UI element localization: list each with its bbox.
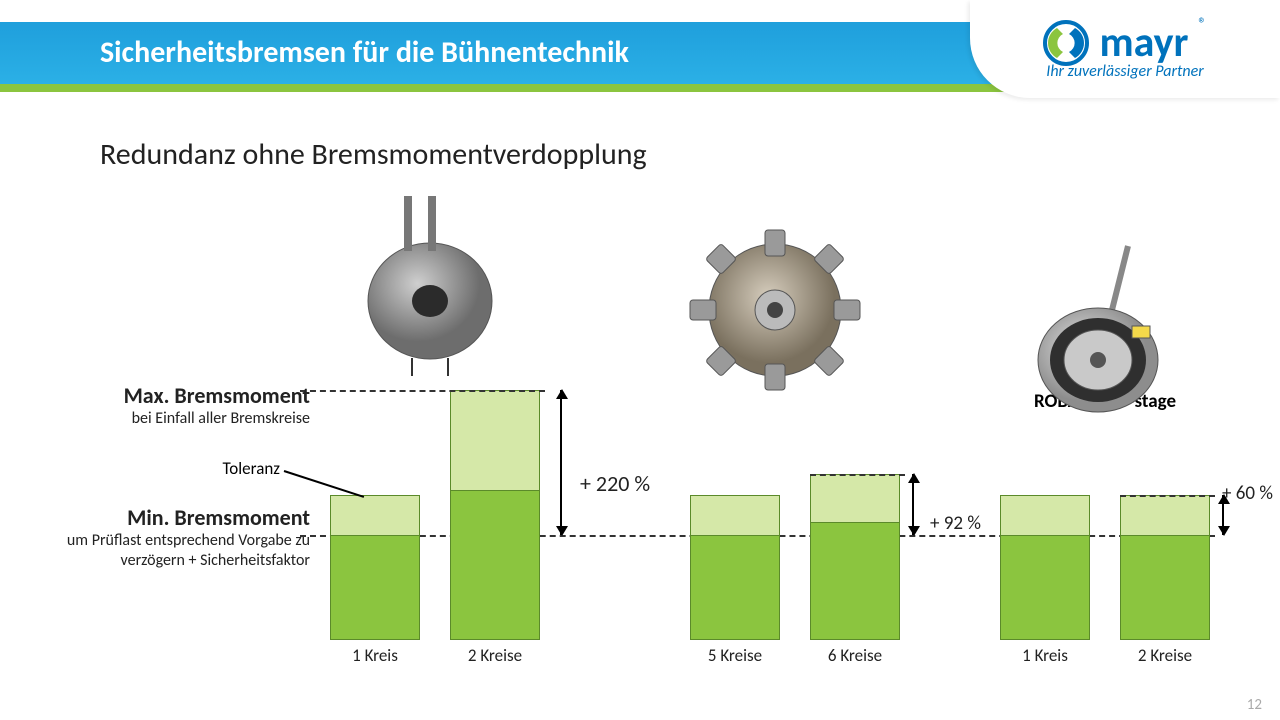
bar-label: 6 Kreise	[810, 645, 900, 666]
max-moment-title: Max. Bremsmoment	[30, 382, 310, 409]
bar-label: 5 Kreise	[690, 645, 780, 666]
logo-container: mayr ® Ihr zuverlässiger Partner	[970, 0, 1280, 98]
bar	[810, 474, 900, 640]
slide-subtitle: Redundanz ohne Bremsmomentverdopplung	[100, 136, 647, 173]
product-image-3	[1020, 240, 1180, 435]
percent-label: + 92 %	[930, 512, 981, 535]
bar-label: 1 Kreis	[1000, 645, 1090, 666]
percent-label: + 220 %	[580, 470, 650, 497]
range-arrow	[912, 474, 914, 535]
range-arrow	[560, 390, 562, 535]
logo-brand: mayr	[1099, 17, 1188, 68]
logo-tagline: Ihr zuverlässiger Partner	[1046, 62, 1203, 81]
max-line	[810, 474, 905, 476]
bar-label: 2 Kreise	[1120, 645, 1210, 666]
product-image-2	[680, 220, 870, 405]
page-number: 12	[1247, 696, 1262, 714]
min-moment-title: Min. Bremsmoment	[30, 504, 310, 531]
bar	[450, 390, 540, 640]
min-moment-label: Min. Bremsmoment um Prüflast entsprechen…	[30, 504, 310, 571]
max-line	[300, 390, 545, 392]
max-moment-sub: bei Einfall aller Bremskreise	[30, 409, 310, 429]
percent-label: + 60 %	[1222, 482, 1273, 505]
max-line	[1120, 495, 1215, 497]
min-moment-sub: um Prüflast entsprechend Vorgabe zu verz…	[30, 531, 310, 571]
bar	[330, 495, 420, 640]
bar-label: 2 Kreise	[450, 645, 540, 666]
tolerance-label: Toleranz	[170, 458, 280, 479]
bar	[1000, 495, 1090, 640]
product-image-1	[350, 186, 520, 381]
bar	[1120, 495, 1210, 640]
logo-icon	[1043, 20, 1089, 66]
bar-label: 1 Kreis	[330, 645, 420, 666]
max-moment-label: Max. Bremsmoment bei Einfall aller Brems…	[30, 382, 310, 429]
page-title: Sicherheitsbremsen für die Bühnentechnik	[100, 34, 629, 71]
logo-registered: ®	[1198, 15, 1206, 34]
bar	[690, 495, 780, 640]
